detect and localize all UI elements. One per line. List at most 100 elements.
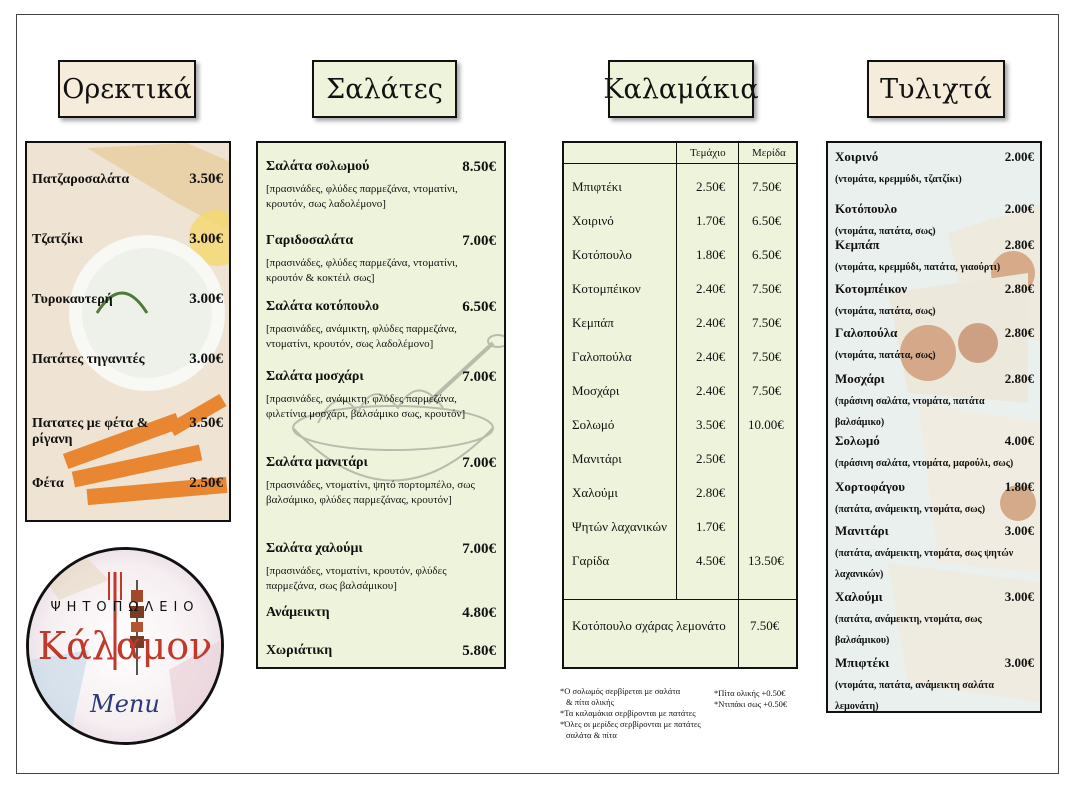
salad-item: Σαλάτα χαλούμι 7.00€ [πρασινάδες, ντοματίν… — [266, 541, 496, 594]
wrap-price: 2.00€ — [1004, 149, 1034, 164]
wrap-price: 2.80€ — [1004, 237, 1034, 252]
wrap-name: Κοτομπέικον — [835, 281, 908, 296]
salad-price: 7.00€ — [462, 233, 496, 249]
skewer-piece-price: 2.40€ — [696, 349, 726, 364]
wrap-price: 2.80€ — [1004, 325, 1034, 340]
skewer-portion-price: 6.50€ — [752, 247, 782, 262]
section-title-appetizers: Ορεκτικά — [58, 60, 196, 118]
appetizer-price: 3.00€ — [189, 351, 223, 367]
logo-name: Κάλαμον — [37, 624, 213, 668]
skewer-row: Χαλούμι 2.80€ — [564, 485, 796, 505]
skewer-footer-row: Κοτόπουλο σχάρας λεμονάτο 7.50€ — [564, 618, 796, 638]
wrap-description: (ντομάτα, πατάτα, σως) — [835, 306, 936, 317]
salad-item: Ανάμεικτη 4.80€ — [266, 605, 496, 622]
salad-name: Χωριάτικη — [266, 643, 333, 658]
wrap-description: (ντομάτα, πατάτα, ανάμεικτη σαλάτα λεμον… — [835, 680, 995, 712]
wrap-name: Σολωμό — [835, 433, 880, 448]
salad-header: Σαλάτα χαλούμι 7.00€ — [266, 541, 496, 558]
salad-price: 7.00€ — [462, 455, 496, 471]
section-title-salads: Σαλάτες — [312, 60, 457, 118]
wrap-price: 2.80€ — [1004, 281, 1034, 296]
skewer-piece-price: 2.40€ — [696, 315, 726, 330]
appetizer-name: Τζατζίκι — [32, 232, 84, 247]
salad-name: Ανάμεικτη — [266, 605, 330, 620]
skewers-panel: Τεμάχιο Μερίδα Μπιφτέκι 2.50€ 7.50€ Χοιρινό… — [562, 141, 798, 669]
appetizers-panel: Πατζαροσαλάτα 3.50€ Τζατζίκι 3.00€ Τυροκαυτε… — [25, 141, 231, 522]
salad-item: Σαλάτα σολωμού 8.50€ [πρασινάδες, φλύδες π… — [266, 159, 496, 212]
appetizer-price: 3.50€ — [189, 171, 223, 187]
skewer-piece-price: 4.50€ — [696, 553, 726, 568]
wrap-name: Χαλούμι — [835, 589, 883, 604]
wrap-description: (πράσινη σαλάτα, ντομάτα, πατάτα βαλσάμι… — [835, 396, 985, 428]
skewer-name: Μανιτάρι — [572, 451, 622, 466]
appetizer-row: Τζατζίκι 3.00€ — [27, 231, 229, 248]
divider — [676, 143, 677, 599]
wrap-description: (ντομάτα, κρεμμύδι, τζατζίκι) — [835, 174, 962, 185]
skewer-row: Γαλοπούλα 2.40€ 7.50€ — [564, 349, 796, 369]
appetizer-name: Πατζαροσαλάτα — [32, 172, 130, 187]
divider — [564, 599, 796, 600]
skewer-row: Σολωμό 3.50€ 10.00€ — [564, 417, 796, 437]
wrap-item: Γαλοπούλα 2.80€ (ντομάτα, πατάτα, σως) — [835, 325, 1034, 366]
appetizer-price: 2.50€ — [189, 475, 223, 491]
skewer-row: Γαρίδα 4.50€ 13.50€ — [564, 553, 796, 573]
skewer-row: Χοιρινό 1.70€ 6.50€ — [564, 213, 796, 233]
wrap-header: Κοτόπουλο 2.00€ — [835, 201, 1034, 217]
skewer-row: Ψητών λαχανικών 1.70€ — [564, 519, 796, 539]
skewer-name: Κοτομπέικον — [572, 281, 641, 296]
skewer-piece-price: 1.80€ — [696, 247, 726, 262]
salad-description: [πρασινάδες, ντοματίνι, κρουτόν, φλύδες … — [266, 565, 447, 592]
wrap-name: Μοσχάρι — [835, 371, 885, 386]
skewer-name: Γαρίδα — [572, 553, 610, 568]
skewer-piece-price: 2.50€ — [696, 179, 726, 194]
note-line: *Πίτα ολικής +0.50€ — [714, 688, 786, 698]
skewer-portion-price: 7.50€ — [752, 315, 782, 330]
skewer-name: Κοτόπουλο σχάρας λεμονάτο — [572, 618, 726, 633]
skewer-name: Γαλοπούλα — [572, 349, 632, 364]
wrap-name: Μπιφτέκι — [835, 655, 890, 670]
wrap-header: Χαλούμι 3.00€ — [835, 589, 1034, 605]
skewer-row: Κεμπάπ 2.40€ 7.50€ — [564, 315, 796, 335]
salad-name: Σαλάτα κοτόπουλο — [266, 299, 380, 314]
skewer-portion-price: 13.50€ — [748, 553, 784, 568]
wrap-header: Μοσχάρι 2.80€ — [835, 371, 1034, 387]
wrap-name: Μανιτάρι — [835, 523, 889, 538]
note-line: *Όλες οι μερίδες σερβίρονται με πατάτες — [560, 719, 701, 729]
salad-header: Σαλάτα μανιτάρι 7.00€ — [266, 455, 496, 472]
wrap-name: Κεμπάπ — [835, 237, 880, 252]
skewer-row: Μοσχάρι 2.40€ 7.50€ — [564, 383, 796, 403]
appetizer-name: Πατάτες τηγανιτές — [32, 352, 145, 367]
appetizer-row: Πατζαροσαλάτα 3.50€ — [27, 171, 229, 188]
wrap-price: 3.00€ — [1004, 655, 1034, 670]
wrap-item: Μπιφτέκι 3.00€ (ντομάτα, πατάτα, ανάμεικτη… — [835, 655, 1034, 712]
wrap-name: Χορτοφάγου — [835, 479, 906, 494]
note-line: *Ο σολωμός σερβίρεται με σαλάτα — [560, 686, 681, 696]
appetizer-price: 3.00€ — [189, 291, 223, 307]
appetizer-row: Φέτα 2.50€ — [27, 475, 229, 492]
skewer-piece-price: 2.50€ — [696, 451, 726, 466]
wrap-price: 3.00€ — [1004, 523, 1034, 538]
note-line: *Ντιπάκι σως +0.50€ — [714, 699, 788, 709]
notes-right: *Πίτα ολικής +0.50€ *Ντιπάκι σως +0.50€ — [714, 688, 787, 710]
restaurant-logo: ΨΗΤΟΠΩΛΕΙΟ Κάλαμον Menu — [26, 547, 224, 745]
wrap-name: Κοτόπουλο — [835, 201, 898, 216]
skewer-piece-price: 1.70€ — [696, 519, 726, 534]
salad-name: Σαλάτα σολωμού — [266, 159, 370, 174]
salad-item: Σαλάτα μανιτάρι 7.00€ [πρασινάδες, ντοματί… — [266, 455, 496, 508]
skewer-name: Κεμπάπ — [572, 315, 614, 330]
wrap-name: Γαλοπούλα — [835, 325, 898, 340]
wrap-item: Μανιτάρι 3.00€ (πατάτα, ανάμεικτη, ντομάτα… — [835, 523, 1034, 585]
wrap-header: Κεμπάπ 2.80€ — [835, 237, 1034, 253]
salad-name: Σαλάτα χαλούμι — [266, 541, 363, 556]
salad-item: Γαριδοσαλάτα 7.00€ [πρασινάδες, φλύδες παρ… — [266, 233, 496, 286]
salad-description: [πρασινάδες, ανάμικτη, φλύδες παρμεζάνα,… — [266, 393, 466, 420]
salad-description: [πρασινάδες, ντοματίνι, ψητό πορτομπέλο,… — [266, 479, 475, 506]
salad-price: 7.00€ — [462, 541, 496, 557]
skewer-piece-price: 3.50€ — [696, 417, 726, 432]
wrap-description: (πατάτα, ανάμεικτη, ντομάτα, σως βαλσάμι… — [835, 614, 982, 646]
salad-header: Σαλάτα σολωμού 8.50€ — [266, 159, 496, 176]
notes-left: *Ο σολωμός σερβίρεται με σαλάτα & πίτα ολ… — [560, 686, 701, 741]
skewer-row: Κοτόπουλο 1.80€ 6.50€ — [564, 247, 796, 267]
skewer-name: Ψητών λαχανικών — [572, 519, 667, 534]
section-title-wraps: Τυλιχτά — [867, 60, 1005, 118]
